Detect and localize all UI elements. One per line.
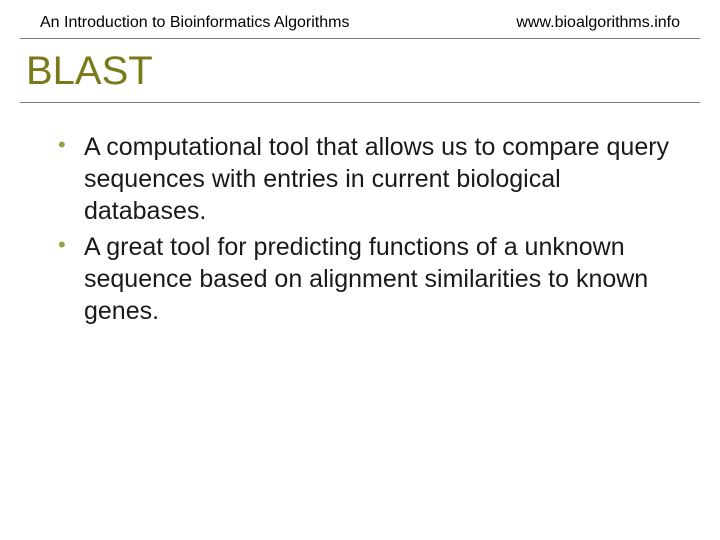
- slide-title: BLAST: [0, 39, 720, 102]
- list-item: A great tool for predicting functions of…: [50, 231, 670, 327]
- header-left-text: An Introduction to Bioinformatics Algori…: [40, 14, 349, 32]
- slide: An Introduction to Bioinformatics Algori…: [0, 0, 720, 540]
- header-right-text: www.bioalgorithms.info: [516, 14, 680, 32]
- slide-body: A computational tool that allows us to c…: [0, 103, 720, 327]
- slide-header: An Introduction to Bioinformatics Algori…: [0, 0, 720, 38]
- list-item: A computational tool that allows us to c…: [50, 131, 670, 227]
- bullet-list: A computational tool that allows us to c…: [50, 131, 670, 327]
